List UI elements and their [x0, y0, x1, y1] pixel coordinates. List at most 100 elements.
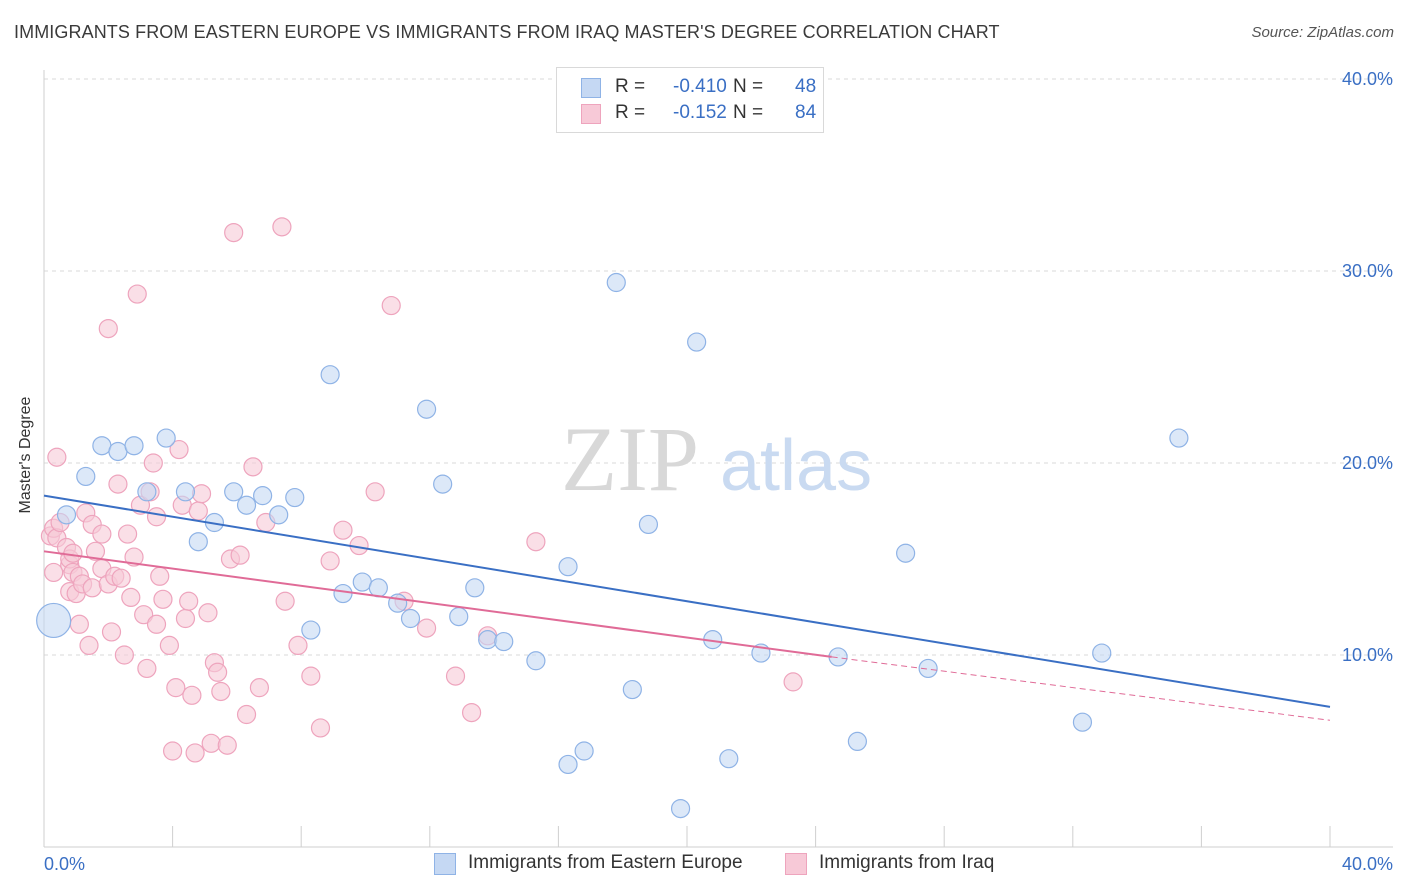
data-point — [416, 399, 437, 419]
watermark: ZIP atlas — [561, 408, 872, 510]
data-point — [249, 678, 270, 698]
x-tick-labels: 0.0% 40.0% — [44, 854, 1393, 874]
data-point — [85, 541, 106, 561]
data-point — [896, 543, 916, 563]
data-point — [574, 741, 594, 761]
watermark-atlas: atlas — [720, 426, 872, 506]
data-point — [98, 319, 118, 339]
data-point — [111, 568, 131, 588]
data-point — [134, 605, 154, 625]
data-point — [108, 474, 128, 494]
data-point — [381, 295, 401, 316]
data-point — [368, 578, 388, 598]
data-point — [558, 557, 578, 577]
bottom-legend-label: Immigrants from Iraq — [819, 852, 995, 873]
data-point — [433, 474, 453, 494]
data-point — [188, 501, 208, 521]
data-point — [69, 614, 89, 634]
data-point — [461, 702, 482, 723]
legend-swatch-pink — [581, 104, 601, 124]
legend-r-label: R = — [615, 102, 646, 123]
data-point — [638, 514, 659, 535]
data-point — [124, 547, 144, 567]
data-point — [333, 583, 353, 604]
data-point — [301, 620, 321, 640]
data-point — [108, 441, 128, 462]
data-point — [44, 562, 64, 583]
data-point — [185, 743, 205, 763]
legend-r-label: R = — [615, 76, 646, 97]
data-point — [163, 741, 183, 761]
data-point — [127, 284, 147, 304]
data-point — [156, 428, 176, 448]
data-point — [146, 507, 167, 527]
legend-r-value: -0.410 — [673, 76, 727, 97]
data-point — [143, 453, 163, 473]
data-point — [188, 532, 208, 552]
y-tick-label: 30.0% — [1342, 261, 1393, 281]
data-point — [333, 520, 353, 540]
data-point — [526, 532, 546, 552]
data-point — [445, 666, 466, 686]
data-point — [687, 332, 707, 352]
data-point — [201, 733, 221, 753]
data-point — [224, 482, 244, 502]
data-point — [217, 735, 237, 755]
data-point — [56, 505, 77, 525]
trend-line-eastern-europe — [43, 494, 1331, 708]
data-point — [121, 587, 141, 608]
correlation-legend: R = -0.410 N = 48 R = -0.152 N = 84 — [556, 67, 824, 133]
data-point — [285, 487, 305, 508]
bottom-legend-swatch-blue — [434, 853, 456, 875]
data-point — [783, 672, 803, 692]
data-point — [153, 589, 173, 609]
data-point — [301, 666, 321, 686]
bottom-legend-swatch-pink — [785, 853, 807, 875]
data-point — [275, 591, 295, 611]
data-point — [114, 645, 134, 665]
data-point — [558, 754, 578, 775]
y-tick-label: 10.0% — [1342, 645, 1393, 665]
trend-line-iraq-extension — [831, 656, 1331, 721]
chart-title: IMMIGRANTS FROM EASTERN EUROPE VS IMMIGR… — [14, 22, 1000, 42]
data-point — [272, 217, 292, 237]
data-point — [1072, 712, 1093, 732]
data-point — [847, 731, 867, 752]
data-point — [92, 524, 112, 544]
data-point — [169, 439, 189, 460]
data-point — [175, 608, 196, 629]
data-point — [182, 685, 202, 705]
data-point — [1092, 643, 1112, 663]
data-point — [670, 798, 691, 819]
data-point — [159, 635, 179, 656]
data-point — [320, 551, 340, 571]
data-point — [1169, 428, 1189, 448]
data-point — [146, 614, 167, 634]
x-axis-ticks — [43, 826, 1331, 847]
series-eastern-europe-points — [36, 272, 1189, 819]
data-point — [494, 631, 514, 652]
data-point — [36, 602, 72, 639]
y-tick-label: 40.0% — [1342, 69, 1393, 89]
legend-n-label: N = — [733, 76, 764, 97]
chart-source: Source: ZipAtlas.com — [1251, 24, 1394, 41]
legend-n-label: N = — [733, 102, 764, 123]
data-point — [918, 658, 938, 679]
data-point — [606, 272, 626, 293]
data-point — [269, 505, 289, 525]
data-point — [101, 622, 122, 642]
data-point — [400, 608, 421, 629]
data-point — [352, 572, 372, 592]
x-tick-label: 0.0% — [44, 854, 85, 874]
data-point — [179, 591, 199, 611]
data-point — [449, 606, 469, 627]
data-point — [719, 749, 739, 769]
y-tick-labels: 10.0% 20.0% 30.0% 40.0% — [1342, 69, 1393, 665]
data-point — [76, 466, 96, 487]
data-point — [224, 223, 244, 243]
data-point — [117, 524, 138, 544]
trend-lines — [43, 494, 1331, 721]
axes — [43, 70, 1393, 848]
data-point — [211, 681, 231, 702]
